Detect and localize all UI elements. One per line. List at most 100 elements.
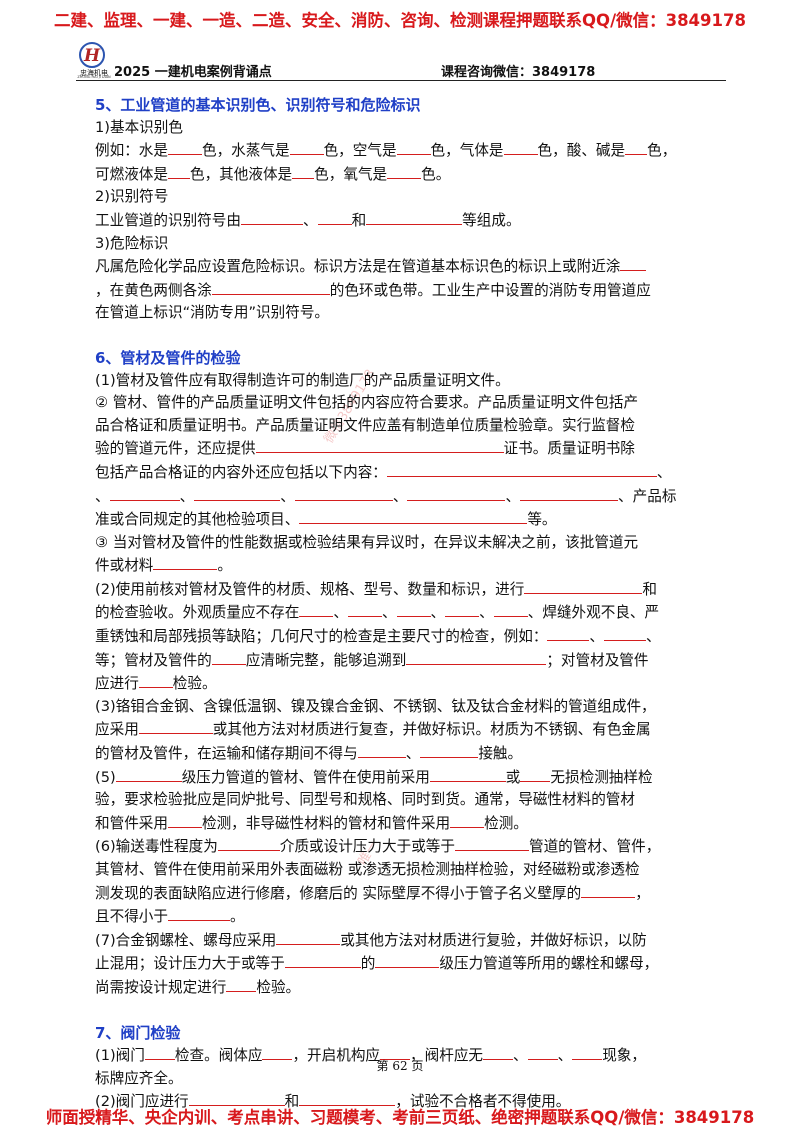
text-line: 工业管道的识别符号由、和等组成。 [95,209,705,233]
text-line: 例如：水是 色，水蒸气是 色，空气是 色，气体是 色，酸、碱是 色， [95,139,705,163]
answer-blank [211,279,330,295]
answer-blank [620,255,647,272]
text-line: 的管材及管件，在运输和储存期间不得与、接触。 [95,742,705,766]
text-line: 验，要求检验批应是同炉批号、同型号和规格、同时到货。通常，导磁性材料的管材 [95,791,635,809]
answer-blank [294,485,393,501]
answer-blank [386,461,657,477]
answer-blank [144,1044,175,1061]
logo-name: 忠海机电 [80,69,108,77]
document-body: 5、工业管道的基本识别色、识别符号和危险标识 1)基本识别色 例如：水是 色，水蒸… [95,94,705,1114]
answer-blank [625,139,648,156]
answer-blank [366,209,463,225]
answer-blank [292,163,315,179]
text-line: 止混用；设计压力大于或等于的级压力管道等所用的螺栓和螺母， [95,952,705,976]
answer-blank [493,601,528,618]
answer-blank [276,929,341,945]
answer-blank [188,1090,285,1107]
section-title: 6、管材及管件的检验 [95,348,241,367]
answer-blank [138,718,213,735]
top-banner: 二建、监理、一建、一造、二造、安全、消防、咨询、检测课程押题联系QQ/微信：38… [54,11,746,30]
answer-blank [217,835,280,852]
text-line: 准或合同规定的其他检验项目、 等。 [95,508,705,532]
answer-blank [115,766,182,782]
answer-blank [520,485,619,501]
text-line: 重锈蚀和局部残损等缺陷；几何尺寸的检查是主要尺寸的检查，例如：、、 [95,625,705,649]
text-line: 件或材料。 [95,554,705,578]
answer-blank [262,1044,293,1061]
text-line: (1)管材及管件应有取得制造许可的制造厂的产品质量证明文件。 [95,371,510,389]
text-line: (1)阀门 检查。阀体应 ，开启机构应 ，阀杆应无、、现象， [95,1044,705,1068]
subheading: 3)危险标识 [95,234,169,252]
answer-blank [299,1090,396,1107]
page-number: 第 62 页 [376,1059,424,1073]
text-line: 凡属危险化学品应设置危险标识。标识方法是在管道基本标识色的标识上或附近涂 [95,255,705,279]
answer-blank [454,835,529,852]
text-line: 测发现的表面缺陷应进行修磨，修磨后的 实际壁厚不得小于管子名义壁厚的， [95,882,705,906]
section-title: 5、工业管道的基本识别色、识别符号和危险标识 [95,96,421,114]
answer-blank [380,1044,411,1061]
logo-mark-icon: H [79,42,105,68]
text-line: 其管材、管件在使用前采用外表面磁粉 或渗透无损检测抽样检验，对经磁粉或渗透检 [95,861,640,878]
answer-blank [524,578,643,594]
text-line: 包括产品合格证的内容外还应包括以下内容：、 [95,461,705,485]
text-line: 验的管道元件，还应提供 证书。质量证明书除 [95,437,705,461]
answer-blank [211,649,246,665]
answer-blank [299,601,334,618]
text-line: (6)输送毒性程度为 介质或设计压力大于或等于 管道的管材、管件， [95,835,705,859]
text-line: 应采用 或其他方法对材质进行复查，并做好标识。材质为不锈钢、有色金属 [95,718,705,742]
answer-blank [138,672,173,689]
bottom-banner: 师面授精华、央企内训、考点串讲、习题模考、考前三页纸、绝密押题联系QQ/微信：3… [45,1108,755,1127]
answer-blank [167,812,202,828]
company-logo: H 忠海机电 ZHONG HAI JI DIAN [76,42,111,79]
answer-blank [284,952,361,969]
answer-blank [167,905,230,922]
header-title: 2025 一建机电案例背诵点 [114,65,272,80]
text-line: 应进行 检验。 [95,672,705,696]
answer-blank [445,601,480,618]
answer-blank [299,508,528,525]
logo-subtext: ZHONG HAI JI DIAN [77,75,111,79]
answer-blank [387,163,422,179]
answer-blank [167,139,202,156]
header-contact: 课程咨询微信：3849178 [441,65,596,80]
answer-blank [153,554,218,571]
answer-blank [572,1044,603,1061]
answer-blank [503,139,538,156]
answer-blank [547,625,590,642]
text-line: 、、、、、、产品标 [95,485,705,509]
text-line: (5) 级压力管道的管材、管件在使用前采用或无损检测抽样检 [95,766,705,790]
answer-blank [289,139,324,156]
answer-blank [226,976,257,992]
text-line: 且不得小于。 [95,905,705,929]
text-line: 尚需按设计规定进行 检验。 [95,976,705,1000]
answer-blank [420,742,479,759]
answer-blank [109,485,180,501]
answer-blank [581,882,636,898]
answer-blank [194,485,281,501]
answer-blank [347,601,382,618]
answer-blank [407,485,506,501]
text-line: (3)铬钼合金钢、含镍低温钢、镍及镍合金钢、不锈钢、钛及钛合金材料的管道组成件， [95,697,656,715]
text-line: ③ 当对管材及管件的性能数据或检验结果有异议时，在异议未解决之前，该批管道元 [95,533,639,551]
answer-blank [240,209,303,225]
text-line: 的检查验收。外观质量应不存在、、、、、焊缝外观不良、严 [95,601,705,625]
answer-blank [375,952,440,969]
text-line: 等；管材及管件的 应清晰完整，能够追溯到 ；对管材及管件 [95,649,705,673]
text-line: 标牌应齐全。 [95,1069,183,1087]
text-line: 和管件采用 检测，非导磁性材料的管材和管件采用 检测。 [95,812,705,836]
answer-blank [396,601,431,618]
text-line: ，在黄色两侧各涂 的色环或色带。工业生产中设置的消防专用管道应 [95,279,705,303]
answer-blank [450,812,485,828]
section-title: 7、阀门检验 [95,1023,181,1042]
answer-blank [520,766,551,782]
text-line: (7)合金钢螺栓、螺母应采用 或其他方法对材质进行复验，并做好标识，以防 [95,929,705,953]
text-line: (2)使用前核对管材及管件的材质、规格、型号、数量和标识，进行和 [95,578,705,602]
text-line: 可燃液体是 色，其他液体是 色，氧气是 色。 [95,163,705,187]
answer-blank [483,1044,514,1061]
subheading: 1)基本识别色 [95,118,183,136]
answer-blank [406,649,547,665]
answer-blank [429,766,506,782]
answer-blank [255,437,504,454]
answer-blank [357,742,406,759]
text-line: 品合格证和质量证明书。产品质量证明文件应盖有制造单位质量检验章。实行监督检 [95,416,635,434]
